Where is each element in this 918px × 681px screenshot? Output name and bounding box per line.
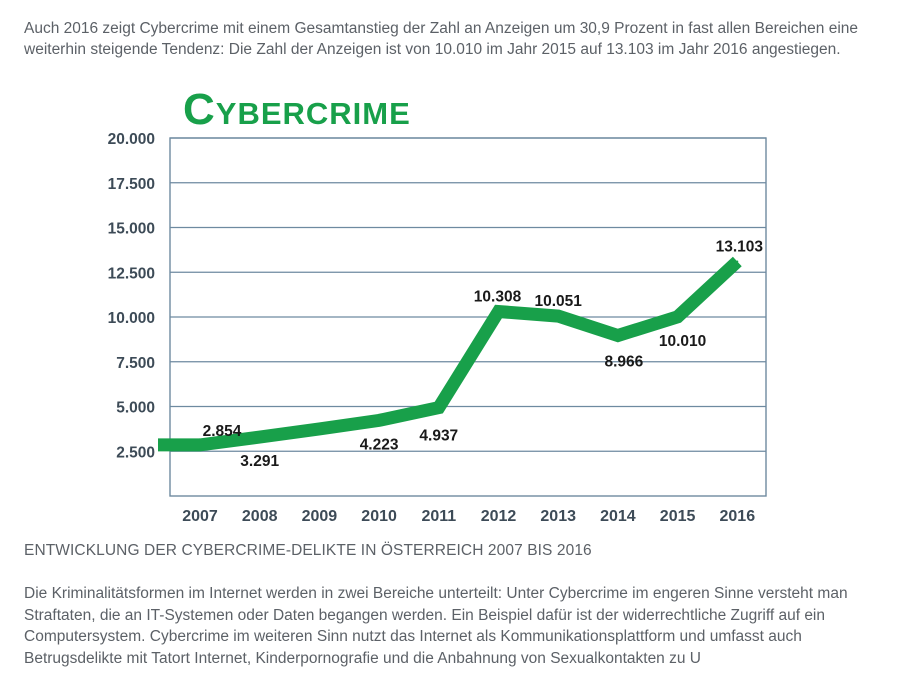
y-tick-label: 10.000 — [108, 310, 155, 327]
data-label: 2.854 — [203, 423, 242, 440]
data-label: 10.308 — [474, 288, 522, 305]
y-tick-label: 7.500 — [116, 355, 155, 372]
data-label: 4.223 — [360, 436, 399, 453]
x-tick-label: 2010 — [361, 508, 397, 525]
data-point — [199, 443, 201, 446]
x-tick-label: 2016 — [720, 508, 756, 525]
x-tick-label: 2012 — [481, 508, 517, 525]
x-tick-label: 2014 — [600, 508, 636, 525]
data-point — [258, 436, 261, 439]
series-line — [158, 256, 742, 452]
data-point — [318, 427, 321, 430]
data-label: 10.010 — [659, 333, 706, 350]
data-point — [497, 310, 500, 313]
x-tick-label: 2011 — [421, 508, 456, 525]
x-tick-label: 2015 — [660, 508, 696, 525]
y-tick-label: 12.500 — [108, 265, 155, 282]
x-tick-label: 2013 — [540, 508, 576, 525]
data-label-layer: 2.854 3.291 4.223 4.937 10.308 10.051 8.966 10.… — [203, 238, 764, 470]
data-point — [736, 260, 739, 263]
data-point — [557, 315, 560, 318]
y-axis-ticks: 2.500 5.000 7.500 10.000 12.500 15.000 17.500 2… — [108, 131, 155, 461]
data-label: 8.966 — [605, 354, 644, 371]
body-paragraph: Die Kriminalitätsformen im Internet werd… — [24, 585, 848, 667]
data-point — [616, 334, 619, 337]
x-tick-label: 2009 — [302, 508, 338, 525]
intro-paragraph: Auch 2016 zeigt Cybercrime mit einem Ges… — [24, 20, 859, 58]
y-tick-label: 17.500 — [108, 176, 155, 193]
y-tick-label: 20.000 — [108, 131, 155, 148]
data-label: 13.103 — [716, 238, 764, 255]
y-tick-label: 2.500 — [116, 444, 155, 461]
x-axis-ticks: 2007 2008 2009 2010 2011 2012 2013 2014 2015 2016 — [182, 508, 755, 525]
x-tick-label: 2007 — [182, 508, 218, 525]
data-point — [378, 419, 381, 422]
y-tick-label: 5.000 — [116, 400, 155, 417]
data-point — [437, 406, 440, 409]
data-label: 10.051 — [534, 293, 582, 310]
series-line-layer — [158, 256, 742, 452]
data-label: 4.937 — [419, 428, 458, 445]
chart-caption: ENTWICKLUNG DER CYBERCRIME-DELIKTE IN ÖS… — [24, 542, 592, 559]
data-point — [676, 315, 679, 318]
y-tick-label: 15.000 — [108, 221, 155, 238]
data-label: 3.291 — [240, 453, 279, 470]
x-tick-label: 2008 — [242, 508, 278, 525]
chart-title: Cybercrime — [183, 85, 411, 134]
